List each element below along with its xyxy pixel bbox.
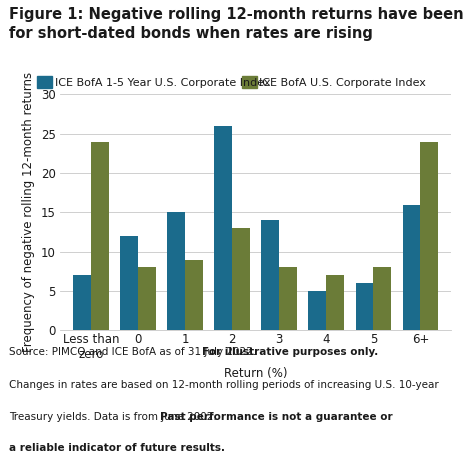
Text: Past performance is not a guarantee or: Past performance is not a guarantee or — [160, 412, 393, 421]
Bar — [232, 228, 250, 330]
Bar — [73, 275, 91, 330]
Bar — [214, 126, 232, 330]
Bar — [167, 212, 185, 330]
Text: Figure 1: Negative rolling 12-month returns have been rare
for short-dated bonds: Figure 1: Negative rolling 12-month retu… — [9, 7, 465, 41]
Text: Changes in rates are based on 12-month rolling periods of increasing U.S. 10-yea: Changes in rates are based on 12-month r… — [9, 380, 439, 390]
Bar — [403, 204, 420, 330]
Text: Treasury yields. Data is from June 2002.: Treasury yields. Data is from June 2002. — [9, 412, 220, 421]
Y-axis label: Frequency of negative rolling 12-month returns: Frequency of negative rolling 12-month r… — [22, 72, 35, 353]
Bar — [138, 268, 156, 330]
Bar — [373, 268, 391, 330]
Text: For illustrative purposes only.: For illustrative purposes only. — [202, 347, 379, 357]
Text: a reliable indicator of future results.: a reliable indicator of future results. — [9, 443, 226, 453]
Bar — [326, 275, 344, 330]
Text: ICE BofA U.S. Corporate Index: ICE BofA U.S. Corporate Index — [259, 77, 426, 88]
Bar — [185, 260, 203, 330]
Bar — [420, 142, 438, 330]
Bar — [91, 142, 109, 330]
Text: ICE BofA 1-5 Year U.S. Corporate Index: ICE BofA 1-5 Year U.S. Corporate Index — [55, 77, 270, 88]
Bar — [279, 268, 297, 330]
Bar — [261, 220, 279, 330]
X-axis label: Return (%): Return (%) — [224, 367, 287, 380]
Bar — [356, 283, 373, 330]
Text: Source: PIMCO and ICE BofA as of 31 July 2022.: Source: PIMCO and ICE BofA as of 31 July… — [9, 347, 259, 357]
Bar — [308, 291, 326, 330]
Bar — [120, 236, 138, 330]
